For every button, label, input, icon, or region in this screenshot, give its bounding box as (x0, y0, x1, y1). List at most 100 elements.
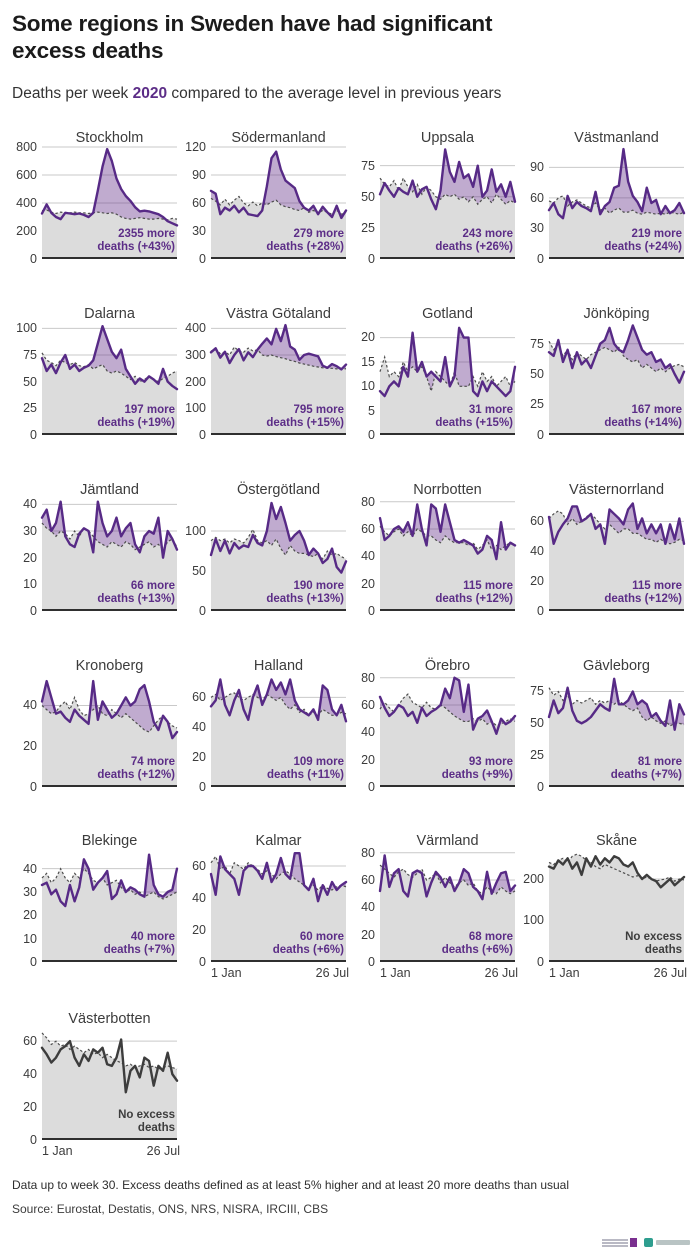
region-chart-plot: 31 more deaths (+15%) (378, 323, 517, 435)
y-tick-label: 300 (185, 347, 206, 362)
region-chart-body: 0 25 50 75 167 more deaths (+14%) (519, 323, 688, 442)
y-tick-label: 100 (185, 401, 206, 416)
y-axis-tick-labels: 0 50 100 (181, 499, 211, 618)
region-chart-title: Stockholm (75, 129, 144, 146)
region-chart-title: Kronoberg (75, 657, 144, 674)
region-chart-body: 0 20 40 60 60 more deaths (+6%) (181, 850, 350, 969)
y-tick-label: 50 (23, 374, 37, 389)
region-chart-plot: No excess deaths (547, 850, 686, 962)
newsworthy-logo (644, 1238, 690, 1247)
y-tick-label: 40 (192, 720, 206, 735)
page-title: Some regions in Sweden have had signific… (12, 11, 493, 64)
y-tick-label: 50 (361, 189, 375, 204)
y-axis-tick-labels: 0 25 50 75 100 (12, 321, 42, 442)
y-tick-label: 0 (30, 779, 37, 794)
y-tick-label: 20 (361, 576, 375, 591)
y-tick-label: 80 (361, 494, 375, 509)
y-tick-label: 75 (361, 158, 375, 173)
region-chart-plot: No excess deaths (40, 1028, 179, 1140)
region-chart-title: Gävleborg (583, 657, 650, 674)
region-chart-body: 0 5 10 15 20 31 more deaths (+15%) (350, 323, 519, 442)
y-tick-label: 0 (368, 603, 375, 618)
y-tick-label: 30 (23, 523, 37, 538)
y-tick-label: 25 (361, 220, 375, 235)
y-axis-tick-labels: 0 20 40 60 (181, 675, 211, 794)
y-axis-tick-labels: 0 25 50 75 (350, 147, 380, 266)
region-chart-plot: 74 more deaths (+12%) (40, 675, 179, 787)
y-tick-label: 120 (185, 139, 206, 154)
subtitle-prefix: Deaths per week (12, 84, 133, 102)
region-chart-cell: Skåne 0 100 200 No excess deaths 1 Jan 26 J… (519, 828, 688, 1006)
region-chart-title: Örebro (424, 657, 471, 674)
y-axis-tick-labels: 0 20 40 (12, 675, 42, 793)
region-chart-cell: Uppsala 0 25 50 75 243 more deaths (+26%) (350, 125, 519, 301)
y-tick-label: 100 (523, 913, 544, 928)
chart-subtitle: Deaths per week 2020 compared to the ave… (12, 85, 688, 103)
region-chart-cell: Västernorrland 0 20 40 60 115 more deaths (+… (519, 477, 688, 653)
region-chart-cell: Halland 0 20 40 60 109 more deaths (+11%) (181, 653, 350, 828)
x-axis-end-label: 26 Jul (484, 965, 518, 980)
y-axis-tick-labels: 0 20 40 60 (181, 850, 211, 969)
excess-deaths-annotation: 219 more deaths (+24%) (604, 227, 682, 254)
region-chart-body: 0 25 50 75 243 more deaths (+26%) (350, 147, 519, 266)
y-tick-label: 0 (30, 603, 37, 618)
newsworthy-logo-mark (644, 1238, 653, 1247)
y-tick-label: 5 (368, 403, 375, 418)
region-chart-plot: 109 more deaths (+11%) (209, 675, 348, 787)
y-tick-label: 0 (537, 779, 544, 794)
excess-deaths-annotation: No excess deaths (625, 930, 682, 957)
y-tick-label: 75 (23, 347, 37, 362)
x-axis-end-label: 26 Jul (146, 1143, 180, 1158)
excess-deaths-annotation: 190 more deaths (+13%) (266, 579, 344, 606)
y-tick-label: 400 (16, 195, 37, 210)
y-tick-label: 200 (16, 223, 37, 238)
region-chart-body: 0 20 40 60 80 115 more deaths (+12%) (350, 495, 519, 618)
y-tick-label: 20 (23, 739, 37, 754)
y-tick-label: 50 (192, 563, 206, 578)
excess-deaths-annotation: 40 more deaths (+7%) (103, 930, 175, 957)
y-tick-label: 40 (23, 698, 37, 713)
y-tick-label: 60 (361, 521, 375, 536)
y-axis-tick-labels: 0 30 60 90 120 (181, 140, 211, 266)
region-chart-title: Värmland (416, 832, 479, 849)
region-chart-cell: Stockholm 0 200 400 600 800 2355 more deaths … (12, 125, 181, 301)
region-chart-title: Jönköping (583, 305, 650, 322)
region-chart-body: 0 10 20 30 40 66 more deaths (+13%) (12, 497, 181, 618)
region-chart-title: Västra Götaland (226, 305, 331, 322)
region-chart-body: 0 100 200 No excess deaths (519, 850, 688, 969)
region-chart-title: Halland (253, 657, 304, 674)
region-chart-body: 0 20 40 74 more deaths (+12%) (12, 675, 181, 794)
y-tick-label: 60 (192, 690, 206, 705)
region-chart-plot: 66 more deaths (+13%) (40, 499, 179, 611)
region-chart-cell: Västmanland 0 30 60 90 219 more deaths (+24%… (519, 125, 688, 301)
y-axis-tick-labels: 0 100 200 (519, 850, 549, 969)
x-axis-start-label: 1 Jan (42, 1143, 73, 1158)
y-axis-tick-labels: 0 20 40 60 (519, 499, 549, 618)
y-tick-label: 100 (16, 321, 37, 336)
region-chart-cell: Dalarna 0 25 50 75 100 197 more deaths (+19%) (12, 301, 181, 477)
region-chart-cell: Norrbotten 0 20 40 60 80 115 more deaths (+12… (350, 477, 519, 653)
excess-deaths-annotation: 197 more deaths (+19%) (97, 403, 175, 430)
y-tick-label: 20 (23, 550, 37, 565)
x-axis-end-label: 26 Jul (653, 965, 687, 980)
y-tick-label: 20 (23, 908, 37, 923)
y-tick-label: 60 (530, 514, 544, 529)
region-chart-cell: Gotland 0 5 10 15 20 31 more deaths (+15%) (350, 301, 519, 477)
y-tick-label: 90 (192, 167, 206, 182)
region-chart-plot: 795 more deaths (+15%) (209, 323, 348, 435)
region-chart-body: 0 25 50 75 81 more deaths (+7%) (519, 675, 688, 794)
region-chart-title: Södermanland (231, 129, 326, 146)
y-tick-label: 0 (368, 427, 375, 442)
y-tick-label: 10 (23, 931, 37, 946)
region-chart-cell: Örebro 0 20 40 60 80 93 more deaths (+9%) (350, 653, 519, 828)
y-axis-tick-labels: 0 10 20 30 40 (12, 850, 42, 969)
region-chart-body: 0 20 40 60 80 68 more deaths (+6%) (350, 846, 519, 969)
region-chart-body: 0 20 40 60 80 93 more deaths (+9%) (350, 671, 519, 794)
y-tick-label: 60 (192, 195, 206, 210)
y-tick-label: 20 (23, 1099, 37, 1114)
edjnet-logo (602, 1238, 637, 1247)
excess-deaths-annotation: 74 more deaths (+12%) (97, 755, 175, 782)
y-tick-label: 40 (530, 544, 544, 559)
edjnet-logo-text (602, 1238, 628, 1247)
region-chart-title: Blekinge (81, 832, 138, 849)
